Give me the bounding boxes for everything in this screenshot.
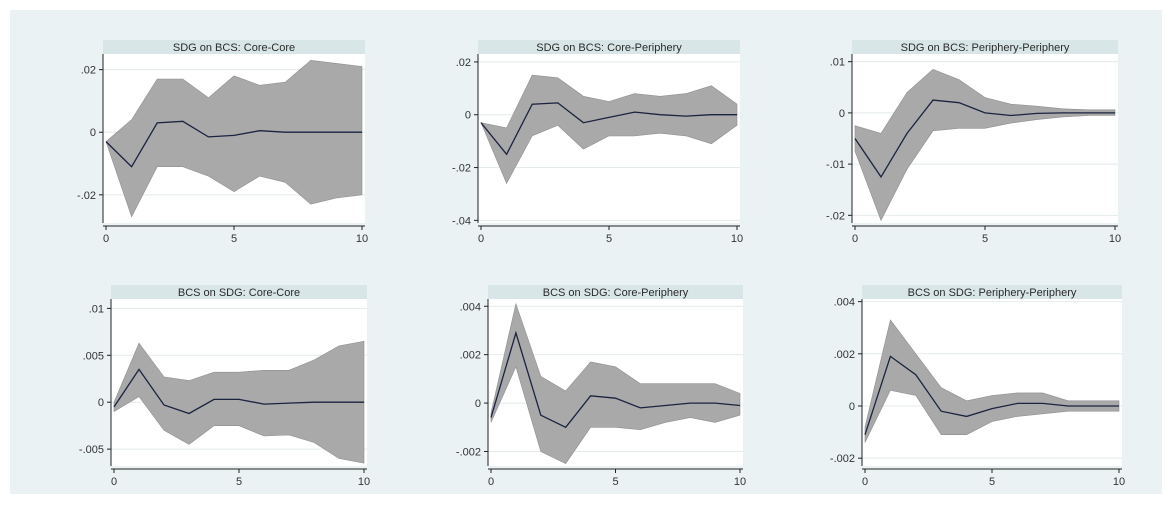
y-tick-label: .004: [834, 297, 855, 309]
y-tick-label: .01: [830, 57, 845, 69]
x-tick-label: 10: [356, 233, 368, 245]
x-tick-label: 0: [488, 476, 494, 488]
title-strip: [478, 40, 740, 54]
panel-title: BCS on SDG: Core-Periphery: [543, 287, 689, 299]
irf-line: [105, 120, 362, 168]
x-tick-label: 5: [982, 233, 988, 245]
x-tick-label: 5: [612, 476, 618, 488]
chart-panel: SDG on BCS: Core-Periphery -.04 -.02 0 .02 0 5…: [452, 40, 743, 245]
irf-line: [864, 355, 1119, 435]
chart-panel: BCS on SDG: Core-Core -.005 0 .005 .01 0 5 10: [79, 285, 370, 488]
x-tick-label: 0: [111, 476, 117, 488]
chart-panel: SDG on BCS: Core-Core -.02 0 .02 0 5 10: [77, 40, 368, 245]
x-tick-label: 10: [731, 233, 743, 245]
panel-title: BCS on SDG: Core-Core: [178, 287, 300, 299]
confidence-band: [854, 69, 1116, 222]
panel-title: SDG on BCS: Core-Core: [173, 42, 295, 54]
x-tick-label: 10: [358, 476, 370, 488]
panel-title: SDG on BCS: Core-Periphery: [536, 42, 682, 54]
confidence-band: [490, 302, 741, 464]
irf-line: [113, 368, 364, 415]
title-strip: [111, 285, 367, 299]
y-tick-label: -.002: [456, 446, 481, 458]
chart-panel: BCS on SDG: Core-Periphery -.002 0 .002 .004…: [456, 285, 746, 488]
y-tick-label: .02: [456, 57, 471, 69]
title-strip: [103, 40, 365, 54]
x-tick-label: 0: [862, 476, 868, 488]
y-tick-label: 0: [465, 110, 471, 122]
y-tick-label: 0: [849, 401, 855, 413]
x-tick-label: 5: [231, 233, 237, 245]
x-tick-label: 10: [1113, 476, 1125, 488]
x-tick-label: 0: [103, 233, 109, 245]
title-strip: [852, 40, 1118, 54]
confidence-band: [864, 319, 1120, 443]
y-tick-label: -.002: [830, 453, 855, 465]
x-tick-label: 0: [478, 233, 484, 245]
y-tick-label: -.02: [826, 210, 845, 222]
y-tick-label: .02: [81, 65, 96, 77]
irf-line: [490, 330, 741, 429]
y-tick-label: 0: [475, 398, 481, 410]
y-tick-label: -.04: [452, 215, 471, 227]
panel-title: SDG on BCS: Periphery-Periphery: [901, 42, 1070, 54]
x-tick-label: 5: [236, 476, 242, 488]
x-tick-label: 5: [606, 233, 612, 245]
x-tick-label: 0: [852, 233, 858, 245]
confidence-band: [105, 59, 363, 218]
y-tick-label: -.02: [452, 163, 471, 175]
y-tick-label: .005: [83, 350, 104, 362]
y-tick-label: .002: [460, 350, 481, 362]
y-tick-label: -.02: [77, 190, 96, 202]
chart-panel: BCS on SDG: Periphery-Periphery -.002 0 .00…: [830, 285, 1125, 488]
title-strip: [862, 285, 1122, 299]
irf-line: [480, 102, 737, 156]
irf-line: [854, 99, 1115, 179]
y-tick-label: 0: [98, 397, 104, 409]
y-tick-label: .002: [834, 349, 855, 361]
panel-title: BCS on SDG: Periphery-Periphery: [908, 287, 1077, 299]
y-tick-label: 0: [90, 127, 96, 139]
figure: SDG on BCS: Core-Core -.02 0.02 0 5 10 SDG on …: [10, 10, 1162, 494]
y-tick-label: -.01: [826, 159, 845, 171]
x-tick-label: 10: [1109, 233, 1121, 245]
y-tick-label: .004: [460, 301, 481, 313]
chart-panel: SDG on BCS: Periphery-Periphery -.02 -.01 0…: [826, 40, 1121, 245]
y-tick-label: 0: [839, 108, 845, 120]
x-tick-label: 10: [734, 476, 746, 488]
y-tick-label: .01: [89, 303, 104, 315]
confidence-band: [113, 340, 365, 464]
x-tick-label: 5: [989, 476, 995, 488]
y-tick-label: -.005: [79, 444, 104, 456]
title-strip: [488, 285, 743, 299]
